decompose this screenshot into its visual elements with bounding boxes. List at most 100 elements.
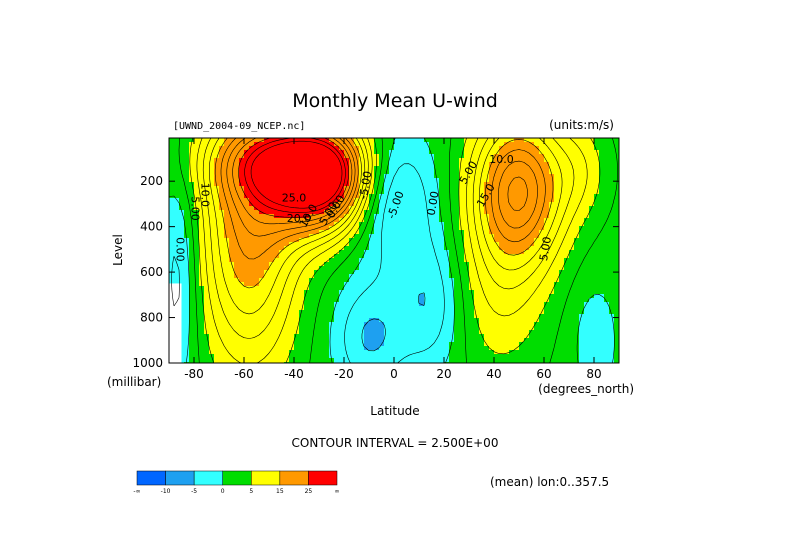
- field-cell: [519, 146, 525, 151]
- field-cell: [429, 354, 435, 359]
- field-cell: [349, 202, 355, 207]
- field-cell: [494, 318, 500, 323]
- field-cell: [294, 314, 300, 319]
- field-cell: [439, 138, 445, 143]
- field-cell: [414, 138, 420, 143]
- field-cell: [584, 270, 590, 275]
- field-cell: [329, 150, 335, 155]
- field-cell: [194, 182, 200, 187]
- field-cell: [559, 178, 565, 183]
- field-cell: [294, 158, 300, 163]
- field-cell: [299, 326, 305, 331]
- field-cell: [569, 186, 575, 191]
- field-cell: [409, 286, 415, 291]
- field-cell: [329, 234, 335, 239]
- field-cell: [259, 202, 265, 207]
- field-cell: [284, 206, 290, 211]
- field-cell: [239, 166, 245, 171]
- field-cell: [279, 226, 285, 231]
- field-cell: [489, 218, 495, 223]
- field-cell: [604, 238, 610, 243]
- field-cell: [234, 310, 240, 315]
- field-cell: [184, 262, 190, 267]
- field-cell: [299, 258, 305, 263]
- field-cell: [409, 166, 415, 171]
- field-cell: [239, 266, 245, 271]
- field-cell: [369, 306, 375, 311]
- field-cell: [254, 286, 260, 291]
- field-cell: [324, 266, 330, 271]
- field-cell: [314, 298, 320, 303]
- field-cell: [539, 302, 545, 307]
- field-cell: [204, 282, 210, 287]
- field-cell: [564, 314, 570, 319]
- field-cell: [454, 318, 460, 323]
- field-cell: [584, 258, 590, 263]
- field-cell: [344, 170, 350, 175]
- field-cell: [349, 226, 355, 231]
- field-cell: [194, 146, 200, 151]
- field-cell: [284, 338, 290, 343]
- field-cell: [414, 286, 420, 291]
- field-cell: [204, 190, 210, 195]
- field-cell: [514, 258, 520, 263]
- field-cell: [209, 330, 215, 335]
- field-cell: [319, 266, 325, 271]
- field-cell: [604, 322, 610, 327]
- field-cell: [309, 222, 315, 227]
- field-cell: [589, 350, 595, 355]
- field-cell: [254, 142, 260, 147]
- field-cell: [374, 290, 380, 295]
- field-cell: [229, 322, 235, 327]
- field-cell: [539, 238, 545, 243]
- field-cell: [474, 174, 480, 179]
- field-cell: [344, 354, 350, 359]
- field-cell: [384, 350, 390, 355]
- field-cell: [499, 190, 505, 195]
- field-cell: [249, 310, 255, 315]
- field-cell: [429, 266, 435, 271]
- field-cell: [499, 194, 505, 199]
- field-cell: [479, 270, 485, 275]
- field-cell: [544, 146, 550, 151]
- field-cell: [514, 266, 520, 271]
- field-cell: [499, 338, 505, 343]
- field-cell: [364, 314, 370, 319]
- field-cell: [494, 294, 500, 299]
- field-cell: [329, 238, 335, 243]
- field-cell: [254, 318, 260, 323]
- field-cell: [474, 274, 480, 279]
- field-cell: [314, 222, 320, 227]
- field-cell: [579, 302, 585, 307]
- field-cell: [554, 322, 560, 327]
- field-cell: [514, 150, 520, 155]
- field-cell: [444, 250, 450, 255]
- field-cell: [454, 146, 460, 151]
- field-cell: [354, 250, 360, 255]
- field-cell: [364, 146, 370, 151]
- field-cell: [464, 278, 470, 283]
- field-cell: [374, 342, 380, 347]
- field-cell: [184, 186, 190, 191]
- field-cell: [209, 234, 215, 239]
- field-cell: [469, 354, 475, 359]
- field-cell: [219, 250, 225, 255]
- field-cell: [529, 226, 535, 231]
- field-cell: [269, 178, 275, 183]
- field-cell: [379, 334, 385, 339]
- field-cell: [419, 266, 425, 271]
- field-cell: [459, 194, 465, 199]
- field-cell: [249, 290, 255, 295]
- field-cell: [604, 334, 610, 339]
- field-cell: [549, 174, 555, 179]
- field-cell: [289, 258, 295, 263]
- field-cell: [614, 230, 619, 235]
- field-cell: [529, 254, 535, 259]
- field-cell: [214, 310, 220, 315]
- field-cell: [289, 138, 295, 143]
- field-cell: [559, 306, 565, 311]
- field-cell: [604, 186, 610, 191]
- field-cell: [534, 282, 540, 287]
- field-cell: [514, 158, 520, 163]
- field-cell: [599, 354, 605, 359]
